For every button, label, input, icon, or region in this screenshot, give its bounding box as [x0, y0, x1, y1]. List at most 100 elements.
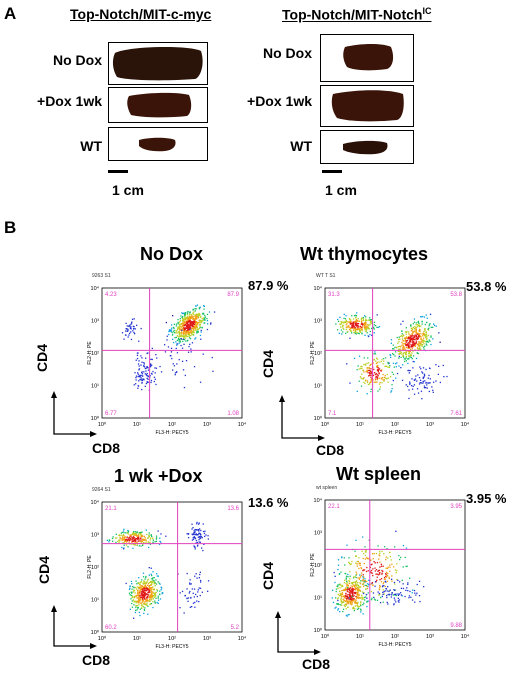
event-dot	[165, 535, 167, 537]
event-dot	[410, 335, 413, 337]
event-dot	[193, 311, 195, 313]
pct-1wk-dox: 13.6 %	[248, 495, 289, 510]
event-dot	[187, 326, 190, 328]
event-dot	[181, 317, 183, 319]
event-dot	[411, 341, 413, 343]
event-dot	[194, 310, 196, 312]
event-dot	[138, 604, 140, 606]
event-dot	[356, 560, 358, 563]
event-dot	[143, 535, 145, 538]
event-dot	[139, 540, 141, 542]
event-dot	[159, 590, 161, 592]
event-dot	[383, 360, 385, 362]
event-dot	[348, 591, 350, 593]
event-dot	[144, 596, 146, 598]
event-dot	[189, 579, 191, 581]
event-dot	[369, 566, 371, 569]
event-dot	[165, 321, 167, 324]
event-dot	[129, 594, 131, 596]
event-dot	[179, 340, 181, 342]
event-dot	[356, 591, 358, 594]
event-dot	[127, 529, 129, 532]
event-dot	[399, 348, 401, 350]
event-dot	[415, 324, 417, 326]
event-dot	[183, 312, 185, 314]
event-dot	[396, 347, 398, 349]
event-dot	[136, 535, 138, 537]
event-dot	[339, 316, 341, 318]
event-dot	[154, 594, 156, 596]
event-dot	[392, 344, 394, 346]
event-dot	[132, 538, 134, 540]
event-dot	[347, 584, 349, 587]
event-dot	[134, 592, 136, 594]
event-dot	[408, 335, 410, 338]
event-dot	[193, 596, 195, 598]
event-dot	[154, 367, 156, 369]
event-dot	[131, 533, 133, 536]
event-dot	[187, 533, 189, 535]
axis-name-y: FL2-H: PE	[310, 341, 316, 365]
event-dot	[424, 323, 426, 326]
event-dot	[359, 590, 362, 592]
event-dot	[349, 327, 352, 330]
event-dot	[203, 317, 205, 319]
event-dot	[189, 311, 191, 313]
event-dot	[149, 599, 151, 601]
event-dot	[151, 580, 153, 583]
event-dot	[196, 600, 198, 602]
event-dot	[414, 326, 416, 328]
event-dot	[127, 533, 129, 535]
event-dot	[419, 379, 422, 381]
event-dot	[356, 596, 358, 598]
event-dot	[367, 600, 369, 602]
event-dot	[117, 540, 119, 543]
event-dot	[180, 335, 182, 337]
event-dot	[393, 589, 395, 591]
event-dot	[194, 326, 196, 328]
event-dot	[345, 582, 347, 584]
event-dot	[146, 599, 149, 601]
event-dot	[413, 384, 416, 386]
event-dot	[152, 579, 154, 581]
event-dot	[352, 577, 355, 579]
event-dot	[342, 595, 344, 597]
event-dot	[388, 590, 390, 593]
event-dot	[364, 328, 366, 331]
event-dot	[138, 596, 140, 598]
event-dot	[365, 325, 367, 327]
event-dot	[185, 332, 187, 334]
tick-x: 10⁴	[461, 421, 470, 428]
event-dot	[398, 599, 401, 601]
event-dot	[137, 595, 139, 597]
event-dot	[191, 332, 193, 334]
event-dot	[337, 587, 339, 589]
event-dot	[409, 590, 411, 593]
event-dot	[433, 381, 435, 383]
event-dot	[423, 373, 426, 375]
event-dot	[344, 572, 346, 575]
event-dot	[135, 602, 137, 604]
event-dot	[331, 597, 333, 599]
event-dot	[362, 324, 364, 326]
event-dot	[405, 589, 407, 591]
event-dot	[366, 393, 368, 395]
event-dot	[389, 589, 391, 591]
event-dot	[385, 575, 387, 577]
event-dot	[172, 369, 174, 371]
event-dot	[373, 353, 375, 355]
event-dot	[405, 384, 407, 386]
event-dot	[405, 350, 407, 352]
event-dot	[123, 539, 125, 541]
event-dot	[426, 384, 428, 386]
event-dot	[415, 375, 417, 377]
event-dot	[364, 550, 367, 552]
event-dot	[358, 368, 360, 370]
event-dot	[151, 593, 153, 595]
event-dot	[164, 351, 167, 353]
event-dot	[207, 538, 209, 540]
event-dot	[141, 542, 143, 544]
event-dot	[366, 605, 368, 608]
event-dot	[402, 566, 404, 568]
event-dot	[341, 557, 343, 559]
